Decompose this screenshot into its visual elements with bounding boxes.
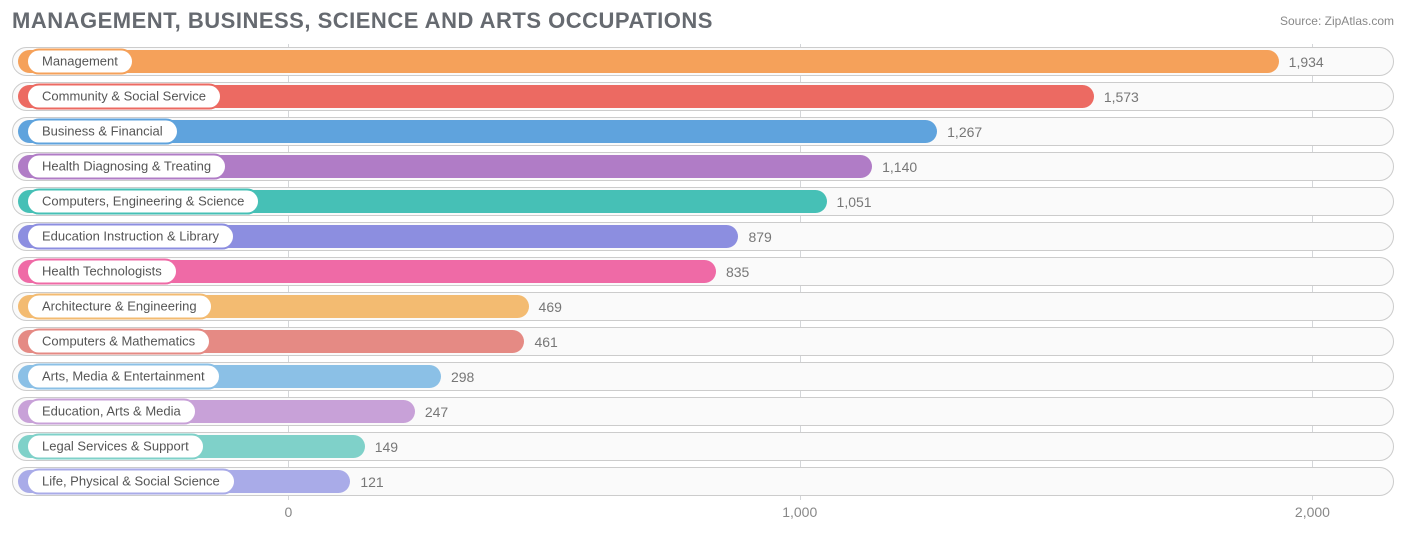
bar-label: Health Technologists <box>26 258 178 285</box>
bar-label: Computers, Engineering & Science <box>26 188 260 215</box>
bar-row: Community & Social Service 1,573 <box>12 79 1394 114</box>
bar-value: 247 <box>425 404 448 420</box>
bar-label: Education, Arts & Media <box>26 398 197 425</box>
bar-value: 1,140 <box>882 159 917 175</box>
bar-value: 1,934 <box>1289 54 1324 70</box>
bar-value: 1,573 <box>1104 89 1139 105</box>
bar-row: Health Technologists 835 <box>12 254 1394 289</box>
header-row: MANAGEMENT, BUSINESS, SCIENCE AND ARTS O… <box>12 8 1394 34</box>
bar-row: Arts, Media & Entertainment 298 <box>12 359 1394 394</box>
bar-value: 121 <box>360 474 383 490</box>
bar-label: Life, Physical & Social Science <box>26 468 236 495</box>
bar-label: Business & Financial <box>26 118 179 145</box>
bar-row: Architecture & Engineering 469 <box>12 289 1394 324</box>
bar-row: Management 1,934 <box>12 44 1394 79</box>
bar-label: Management <box>26 48 134 75</box>
bar-label: Arts, Media & Entertainment <box>26 363 221 390</box>
bar-fill <box>18 50 1279 73</box>
bar-label: Community & Social Service <box>26 83 222 110</box>
bar-value: 469 <box>539 299 562 315</box>
bar-row: Life, Physical & Social Science 121 <box>12 464 1394 499</box>
bar-row: Business & Financial 1,267 <box>12 114 1394 149</box>
bar-value: 149 <box>375 439 398 455</box>
source-attribution: Source: ZipAtlas.com <box>1280 8 1394 28</box>
bar-label: Legal Services & Support <box>26 433 205 460</box>
chart-title: MANAGEMENT, BUSINESS, SCIENCE AND ARTS O… <box>12 8 713 34</box>
bars-wrap: Management 1,934 Community & Social Servic… <box>12 44 1394 500</box>
source-value: ZipAtlas.com <box>1325 14 1394 28</box>
bar-label: Architecture & Engineering <box>26 293 213 320</box>
x-axis: 0 1,000 2,000 <box>12 500 1394 528</box>
bar-label: Health Diagnosing & Treating <box>26 153 227 180</box>
bar-row: Health Diagnosing & Treating 1,140 <box>12 149 1394 184</box>
bar-row: Education, Arts & Media 247 <box>12 394 1394 429</box>
chart-container: MANAGEMENT, BUSINESS, SCIENCE AND ARTS O… <box>0 0 1406 558</box>
bar-value: 298 <box>451 369 474 385</box>
bar-value: 1,267 <box>947 124 982 140</box>
bar-value: 879 <box>748 229 771 245</box>
plot-area: Management 1,934 Community & Social Servic… <box>12 44 1394 528</box>
x-axis-tick: 0 <box>284 504 292 520</box>
bar-row: Legal Services & Support 149 <box>12 429 1394 464</box>
source-label: Source: <box>1280 14 1321 28</box>
bar-label: Education Instruction & Library <box>26 223 235 250</box>
x-axis-tick: 1,000 <box>782 504 817 520</box>
bar-row: Education Instruction & Library 879 <box>12 219 1394 254</box>
bar-label: Computers & Mathematics <box>26 328 211 355</box>
bar-row: Computers & Mathematics 461 <box>12 324 1394 359</box>
bar-value: 461 <box>534 334 557 350</box>
bar-row: Computers, Engineering & Science 1,051 <box>12 184 1394 219</box>
bar-value: 835 <box>726 264 749 280</box>
x-axis-tick: 2,000 <box>1295 504 1330 520</box>
bar-value: 1,051 <box>837 194 872 210</box>
